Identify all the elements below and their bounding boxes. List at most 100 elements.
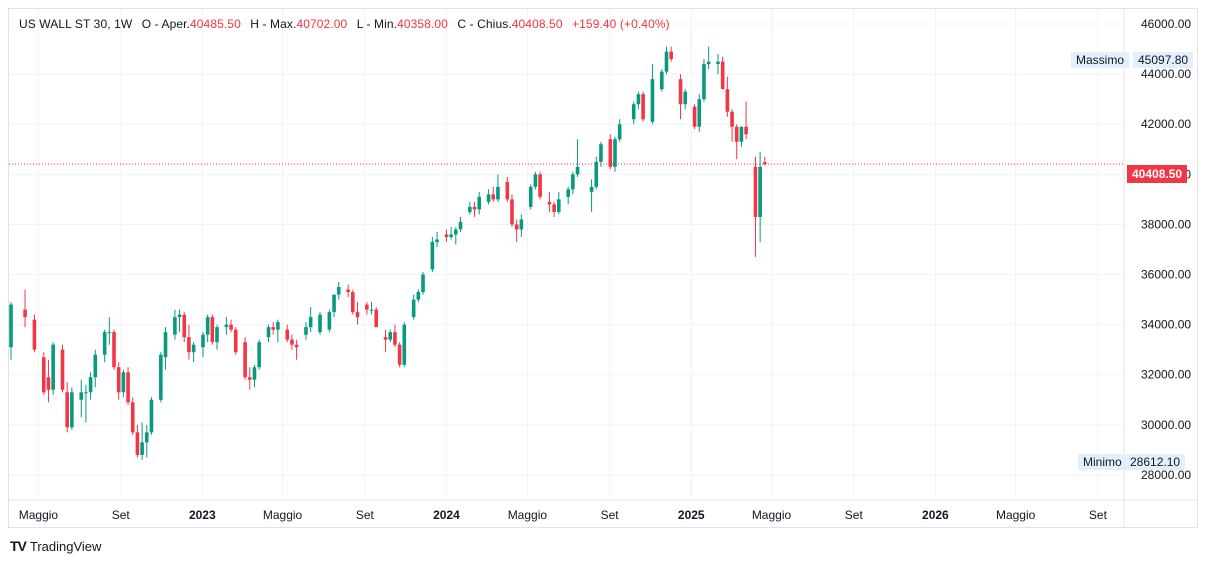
x-tick-label: Set <box>845 508 864 522</box>
candle-body <box>350 292 355 313</box>
candle-body <box>430 241 435 270</box>
candle-body <box>636 94 641 105</box>
candle-body <box>734 126 739 142</box>
candle-body <box>247 377 252 380</box>
candle-body <box>84 392 88 394</box>
candle-body <box>444 234 449 237</box>
candle-body <box>514 224 519 230</box>
candle-body <box>355 312 360 318</box>
candle-body <box>46 377 51 390</box>
candle-body <box>650 79 655 122</box>
candle-body <box>571 174 575 190</box>
candle-body <box>369 309 374 311</box>
candle-body <box>510 199 514 225</box>
x-tick-label: 2024 <box>433 508 460 522</box>
candle-body <box>472 206 477 210</box>
candle-body <box>102 332 107 355</box>
legend-symbol: US WALL ST 30, 1W <box>19 17 133 31</box>
candle-body <box>575 166 580 175</box>
candle-body <box>702 64 706 100</box>
candle-body <box>449 234 453 237</box>
y-tick-label: 42000.00 <box>1141 117 1191 131</box>
candle-body <box>617 124 622 140</box>
candle-body <box>88 377 93 393</box>
candle-body <box>631 104 636 120</box>
candle-body <box>159 354 163 400</box>
candle-body <box>327 312 332 330</box>
candle-body <box>177 314 182 318</box>
candle-body <box>697 99 702 127</box>
candle-body <box>318 314 322 333</box>
candle-body <box>149 399 154 433</box>
candle-body <box>215 327 219 343</box>
candle-body <box>505 181 510 200</box>
candle-body <box>393 332 397 345</box>
candle-body <box>486 194 491 202</box>
y-tick-label: 34000.00 <box>1141 318 1191 332</box>
candle-body <box>477 196 482 210</box>
candle-body <box>599 144 603 162</box>
candle-body <box>678 79 683 105</box>
candle-body <box>664 51 669 72</box>
candle-body <box>229 324 233 330</box>
candle-body <box>266 327 271 338</box>
candle-body <box>41 357 46 393</box>
y-tick-label: 32000.00 <box>1141 368 1191 382</box>
candle-body <box>304 327 308 335</box>
candle-body <box>70 392 74 428</box>
candle-body <box>411 299 416 318</box>
candle-body <box>496 186 500 200</box>
candle-body <box>758 166 762 217</box>
candle-body <box>528 186 533 207</box>
candle-body <box>683 91 688 105</box>
candle-body <box>126 372 130 403</box>
candle-body <box>285 329 290 340</box>
candle-body <box>9 304 13 348</box>
candle-body <box>51 344 55 390</box>
candle-body <box>739 126 744 142</box>
y-tick-label: 30000.00 <box>1141 418 1191 432</box>
candle-body <box>421 274 425 293</box>
candle-body <box>107 332 112 334</box>
candle-body <box>744 126 748 135</box>
candle-body <box>641 94 645 120</box>
candle-body <box>716 61 720 65</box>
candle-body <box>519 219 524 230</box>
candle-body <box>346 289 350 293</box>
candle-body <box>135 432 140 455</box>
candle-body <box>730 111 734 127</box>
candle-body <box>547 201 552 205</box>
last-price-badge: 40408.50 <box>1127 165 1188 183</box>
candle-body <box>594 161 599 187</box>
tradingview-brand[interactable]: TV TradingView <box>10 538 101 554</box>
legend-open-value: 40485.50 <box>190 17 241 31</box>
x-tick-label: 2025 <box>678 508 705 522</box>
candle-body <box>257 342 261 368</box>
x-tick-label: Maggio <box>263 508 303 522</box>
candle-body <box>121 372 126 393</box>
candle-body <box>210 317 215 343</box>
candle-body <box>435 239 439 242</box>
candle-body <box>140 442 144 455</box>
candle-body <box>233 329 238 353</box>
candle-body <box>454 229 458 235</box>
candle-body <box>290 339 294 345</box>
candle-body <box>365 304 369 310</box>
candle-body <box>336 287 341 295</box>
candle-body <box>383 337 388 340</box>
candle-body <box>388 332 393 340</box>
candle-body <box>402 324 407 365</box>
candle-body <box>308 317 313 328</box>
candle-body <box>725 89 730 112</box>
candle-body <box>753 166 758 217</box>
candle-body <box>491 194 496 200</box>
legend-close-label: C - Chius. <box>457 17 512 31</box>
x-tick-label: 2026 <box>922 508 949 522</box>
candle-body <box>458 221 463 230</box>
candle-body <box>566 189 570 197</box>
candle-body <box>79 392 84 400</box>
candle-body <box>613 139 617 167</box>
candle-body <box>224 324 229 328</box>
candle-body <box>144 432 149 443</box>
